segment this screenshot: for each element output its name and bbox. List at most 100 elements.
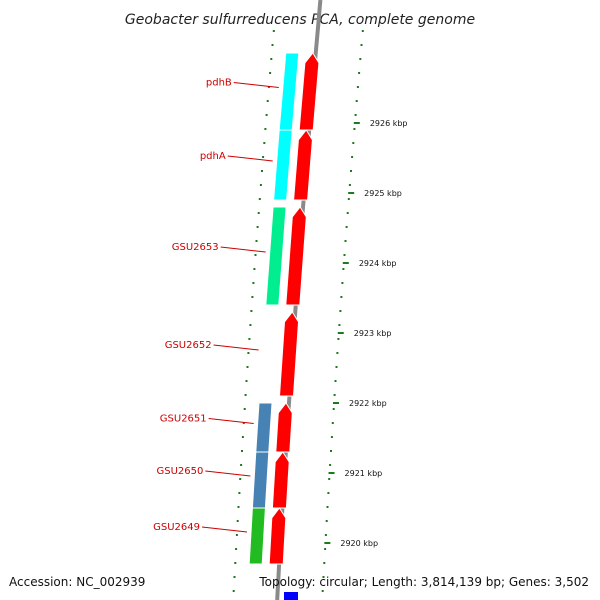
tick-label: 2924 kbp — [359, 259, 397, 268]
tick-dot — [328, 478, 331, 480]
tick-dot — [332, 408, 335, 410]
tick-dot — [330, 436, 333, 438]
cds-ring — [268, 52, 320, 565]
gene-label: pdhB — [206, 78, 232, 89]
gene-label: GSU2650 — [156, 466, 203, 477]
gene-labels: pdhB pdhA GSU2653 GSU2652 GSU2651 GSU2650 GSU2… — [153, 78, 279, 533]
accession-text: Accession: NC_002939 — [9, 575, 145, 589]
kbp-ticks: 2926 kbp 2925 kbp 2924 kbp 2923 kbp 2922 kbp… — [324, 119, 408, 548]
tick-dot — [352, 142, 355, 144]
tick-dot — [254, 254, 257, 256]
cog-ring — [248, 52, 300, 565]
tick-dot — [342, 268, 345, 270]
tick-dot — [261, 170, 263, 172]
tick-dot — [272, 30, 275, 32]
cds-arrow — [293, 129, 313, 201]
gene-label: GSU2649 — [153, 522, 200, 533]
tick-dot — [348, 184, 351, 186]
tick-dots — [232, 30, 364, 592]
tick-dot — [321, 590, 324, 592]
tick-dot — [232, 590, 235, 592]
tick-dot — [259, 184, 262, 186]
tick-dot — [360, 44, 363, 46]
tick-dot — [239, 478, 242, 480]
cog-band — [273, 129, 293, 201]
tick-dot — [267, 86, 270, 88]
tick-dot — [329, 464, 332, 466]
tick-dot — [346, 212, 349, 214]
cog-band — [251, 451, 270, 509]
label-leader — [233, 82, 279, 88]
cog-band — [265, 206, 287, 306]
tick-dot — [266, 100, 269, 102]
label-leader — [201, 526, 248, 533]
tick-dot — [341, 282, 344, 284]
tick-dot — [335, 366, 338, 368]
label-leader — [208, 418, 254, 424]
tick-dot — [343, 254, 346, 256]
tick-dot — [330, 450, 332, 452]
label-leader — [213, 344, 259, 351]
tick-dot — [331, 422, 334, 424]
tick-dot — [233, 576, 236, 578]
map-title: Geobacter sulfurreducens PCA, complete g… — [125, 12, 475, 28]
tick-dot — [323, 562, 326, 564]
tick-dot — [251, 296, 254, 298]
tick-dot — [243, 408, 246, 410]
cds-arrow — [298, 52, 320, 131]
tick-dot — [265, 114, 268, 116]
tick-dot — [326, 506, 329, 508]
tick-dot — [269, 72, 272, 74]
tick-dot — [327, 492, 330, 494]
tick-dot — [356, 86, 359, 88]
tick-dot — [324, 548, 327, 550]
tick-dot — [263, 142, 266, 144]
cds-arrow — [271, 451, 290, 509]
tick-label: 2925 kbp — [364, 189, 402, 198]
tick-dot — [345, 226, 348, 228]
cds-arrow — [285, 206, 307, 306]
tick-dot — [245, 380, 248, 382]
tick-dot — [249, 324, 252, 326]
tick-dot — [235, 534, 238, 536]
label-leader — [220, 246, 266, 253]
tick-dot — [241, 450, 243, 452]
tick-dot — [256, 226, 259, 228]
cds-arrow — [268, 507, 287, 565]
tick-dot — [359, 58, 362, 60]
tick-dot — [247, 352, 250, 354]
tick-dot — [351, 156, 354, 158]
tick-dot — [355, 100, 358, 102]
tick-dot — [358, 72, 361, 74]
tick-dot — [246, 366, 249, 368]
tick-dot — [262, 156, 265, 158]
tick-dot — [240, 464, 243, 466]
tick-dot — [334, 380, 337, 382]
topology-text: Topology: circular; Length: 3,814,139 bp… — [258, 575, 589, 589]
tick-dot — [350, 170, 352, 172]
tick-dot — [354, 114, 357, 116]
gene-label: GSU2652 — [165, 340, 212, 351]
tick-dot — [344, 240, 347, 242]
tick-dot — [264, 128, 267, 130]
label-leader — [227, 155, 273, 162]
tick-dot — [252, 282, 255, 284]
gene-label: GSU2651 — [160, 414, 207, 425]
tick-dot — [234, 562, 237, 564]
tick-label: 2921 kbp — [345, 469, 383, 478]
tick-dot — [238, 492, 241, 494]
tick-dot — [325, 520, 328, 522]
tick-dot — [248, 338, 251, 340]
tick-dot — [255, 240, 258, 242]
cds-arrow — [278, 311, 300, 397]
cog-band — [255, 402, 273, 453]
tick-dot — [340, 296, 343, 298]
tick-dot — [270, 58, 273, 60]
tick-dot — [322, 576, 325, 578]
tick-dot — [339, 310, 342, 312]
cds-arrow — [275, 402, 293, 453]
tick-dot — [235, 548, 238, 550]
cog-band — [278, 52, 300, 131]
tick-label: 2922 kbp — [349, 399, 387, 408]
